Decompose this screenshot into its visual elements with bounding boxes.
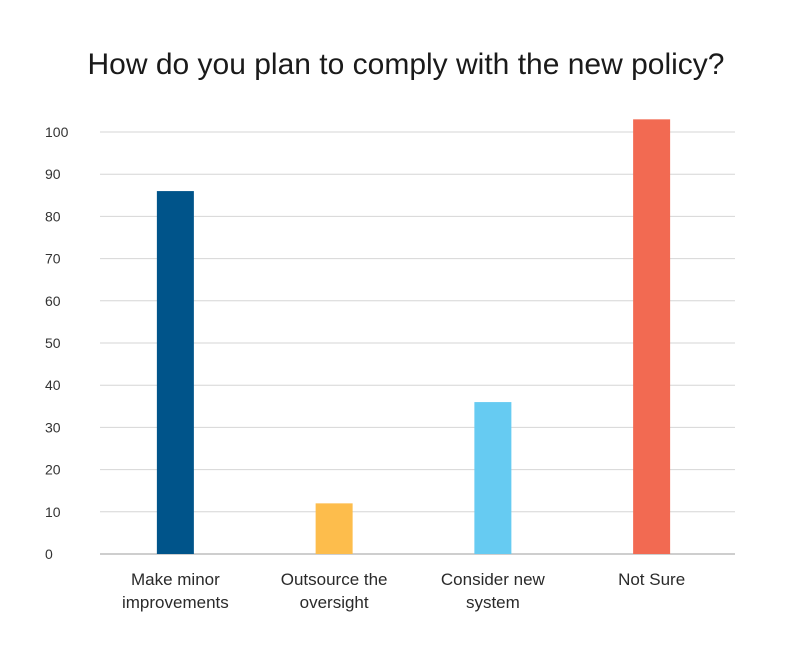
x-category-label: Consider new xyxy=(441,570,546,589)
y-tick-label: 0 xyxy=(45,546,53,562)
x-category-label: Make minor xyxy=(131,570,220,589)
y-tick-label: 90 xyxy=(45,166,61,182)
x-category-label: oversight xyxy=(300,593,369,612)
gridlines xyxy=(100,131,735,555)
y-tick-label: 10 xyxy=(45,504,61,520)
bar xyxy=(315,503,353,554)
y-axis-ticks: 0 10 20 30 40 50 60 70 80 90 100 xyxy=(45,124,69,562)
bar xyxy=(156,191,194,554)
y-tick-label: 60 xyxy=(45,293,61,309)
chart-title: How do you plan to comply with the new p… xyxy=(87,48,724,81)
y-tick-label: 20 xyxy=(45,462,61,478)
x-category-label: Not Sure xyxy=(618,570,685,589)
y-tick-label: 50 xyxy=(45,335,61,351)
x-category-label: improvements xyxy=(122,593,229,612)
y-tick-label: 80 xyxy=(45,208,61,224)
y-tick-label: 70 xyxy=(45,251,61,267)
bar xyxy=(633,119,671,554)
x-category-label: system xyxy=(466,593,520,612)
bar xyxy=(474,402,512,554)
y-tick-label: 40 xyxy=(45,377,61,393)
x-axis-labels: Make minor improvements Outsource the overs… xyxy=(122,570,685,612)
y-tick-label: 100 xyxy=(45,124,69,140)
y-tick-label: 30 xyxy=(45,419,61,435)
bars xyxy=(156,119,671,554)
x-category-label: Outsource the xyxy=(281,570,388,589)
